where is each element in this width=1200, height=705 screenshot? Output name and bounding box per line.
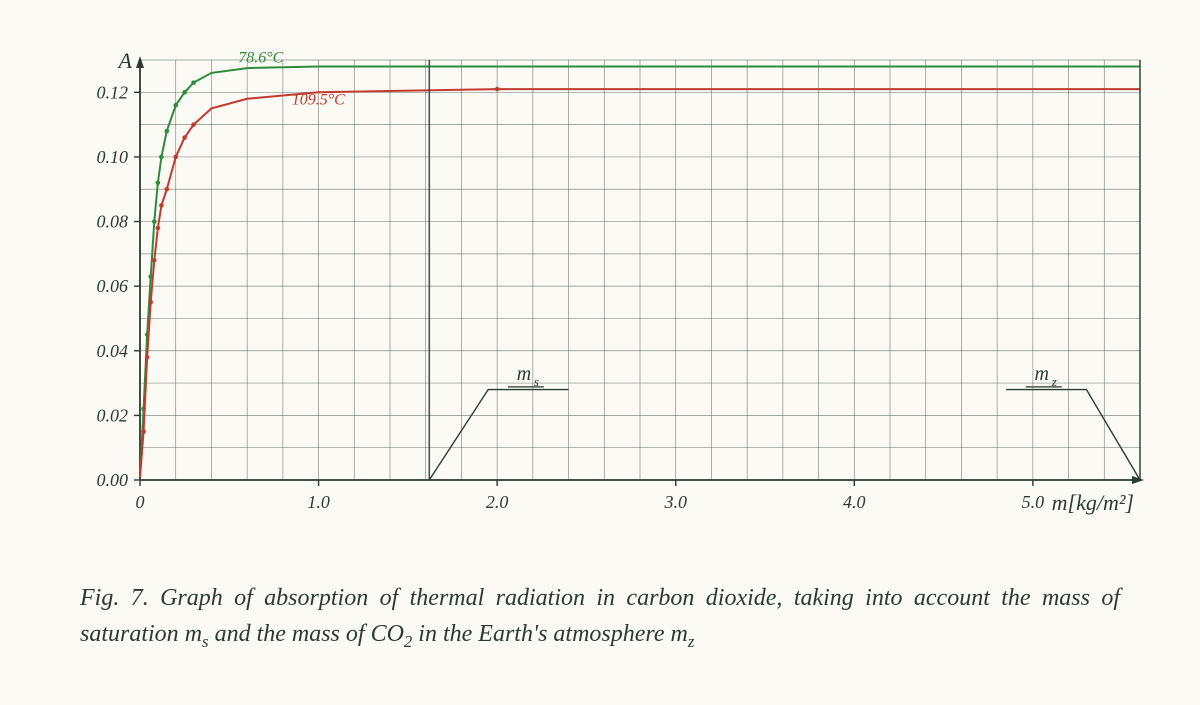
svg-text:3.0: 3.0 xyxy=(663,492,687,512)
svg-text:m: m xyxy=(517,363,531,385)
svg-text:A: A xyxy=(117,48,133,73)
caption-ms-m: m xyxy=(185,621,202,647)
figure-caption: Fig. 7. Graph of absorption of thermal r… xyxy=(80,580,1120,654)
svg-text:0.06: 0.06 xyxy=(97,276,129,296)
svg-text:0.08: 0.08 xyxy=(97,212,129,232)
caption-middle: and the mass of CO xyxy=(209,621,404,647)
svg-text:0.10: 0.10 xyxy=(97,147,129,167)
svg-text:5.0: 5.0 xyxy=(1022,492,1045,512)
caption-mz-m: m xyxy=(671,621,688,647)
svg-text:m[kg/m²]: m[kg/m²] xyxy=(1052,490,1134,515)
svg-text:78.6°C: 78.6°C xyxy=(238,49,283,66)
chart-svg: 0 1.0 2.0 3.0 4.0 5.0 0.00 0.02 0.04 0.06 0.08 0.10… xyxy=(40,40,1160,540)
svg-text:1.0: 1.0 xyxy=(307,492,330,512)
svg-text:4.0: 4.0 xyxy=(843,492,866,512)
caption-mz-sub: z xyxy=(688,632,695,651)
svg-text:0: 0 xyxy=(136,492,145,512)
svg-text:2.0: 2.0 xyxy=(486,492,509,512)
svg-text:0.00: 0.00 xyxy=(97,470,129,490)
svg-text:m: m xyxy=(1035,363,1049,385)
svg-text:109.5°C: 109.5°C xyxy=(292,91,345,108)
svg-text:0.12: 0.12 xyxy=(97,82,129,102)
svg-text:0.04: 0.04 xyxy=(97,341,129,361)
svg-text:0.02: 0.02 xyxy=(97,405,129,425)
absorption-chart: 0 1.0 2.0 3.0 4.0 5.0 0.00 0.02 0.04 0.06 0.08 0.10… xyxy=(40,40,1160,540)
caption-suffix1: in the Earth's atmosphere xyxy=(412,621,670,647)
